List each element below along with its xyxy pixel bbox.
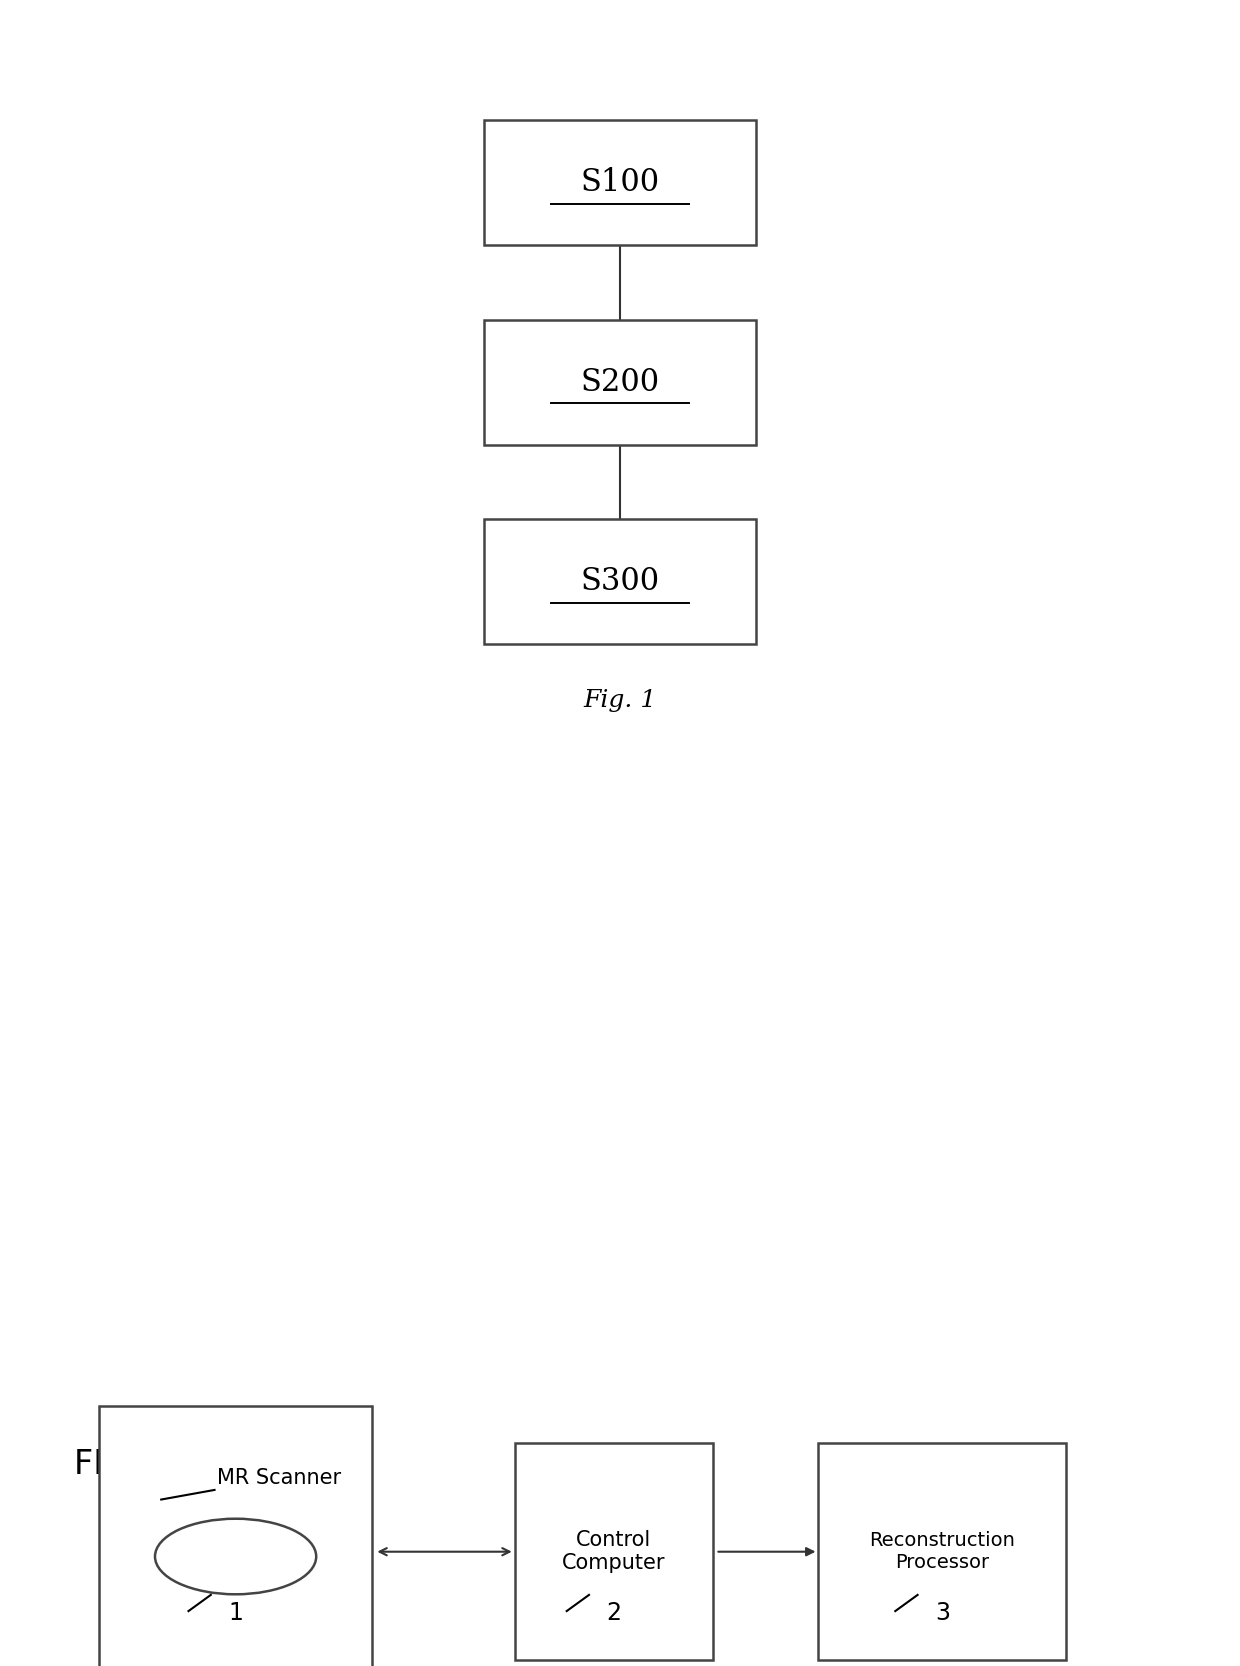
Text: S100: S100: [580, 167, 660, 198]
Text: S200: S200: [580, 367, 660, 398]
Text: Reconstruction
Processor: Reconstruction Processor: [869, 1531, 1016, 1573]
Text: Fig. 1: Fig. 1: [583, 690, 657, 711]
Text: S300: S300: [580, 566, 660, 598]
Text: MR Scanner: MR Scanner: [217, 1468, 341, 1488]
Bar: [99, 1406, 372, 1666]
Text: Control
Computer: Control Computer: [562, 1529, 666, 1573]
Bar: [818, 1443, 1066, 1659]
Bar: [484, 320, 756, 445]
Bar: [515, 1443, 713, 1659]
Text: FIG  4: FIG 4: [74, 1448, 172, 1481]
Bar: [484, 520, 756, 645]
Text: 1: 1: [228, 1601, 243, 1624]
Text: 3: 3: [935, 1601, 950, 1624]
Text: 2: 2: [606, 1601, 621, 1624]
Ellipse shape: [155, 1519, 316, 1594]
Bar: [484, 120, 756, 245]
